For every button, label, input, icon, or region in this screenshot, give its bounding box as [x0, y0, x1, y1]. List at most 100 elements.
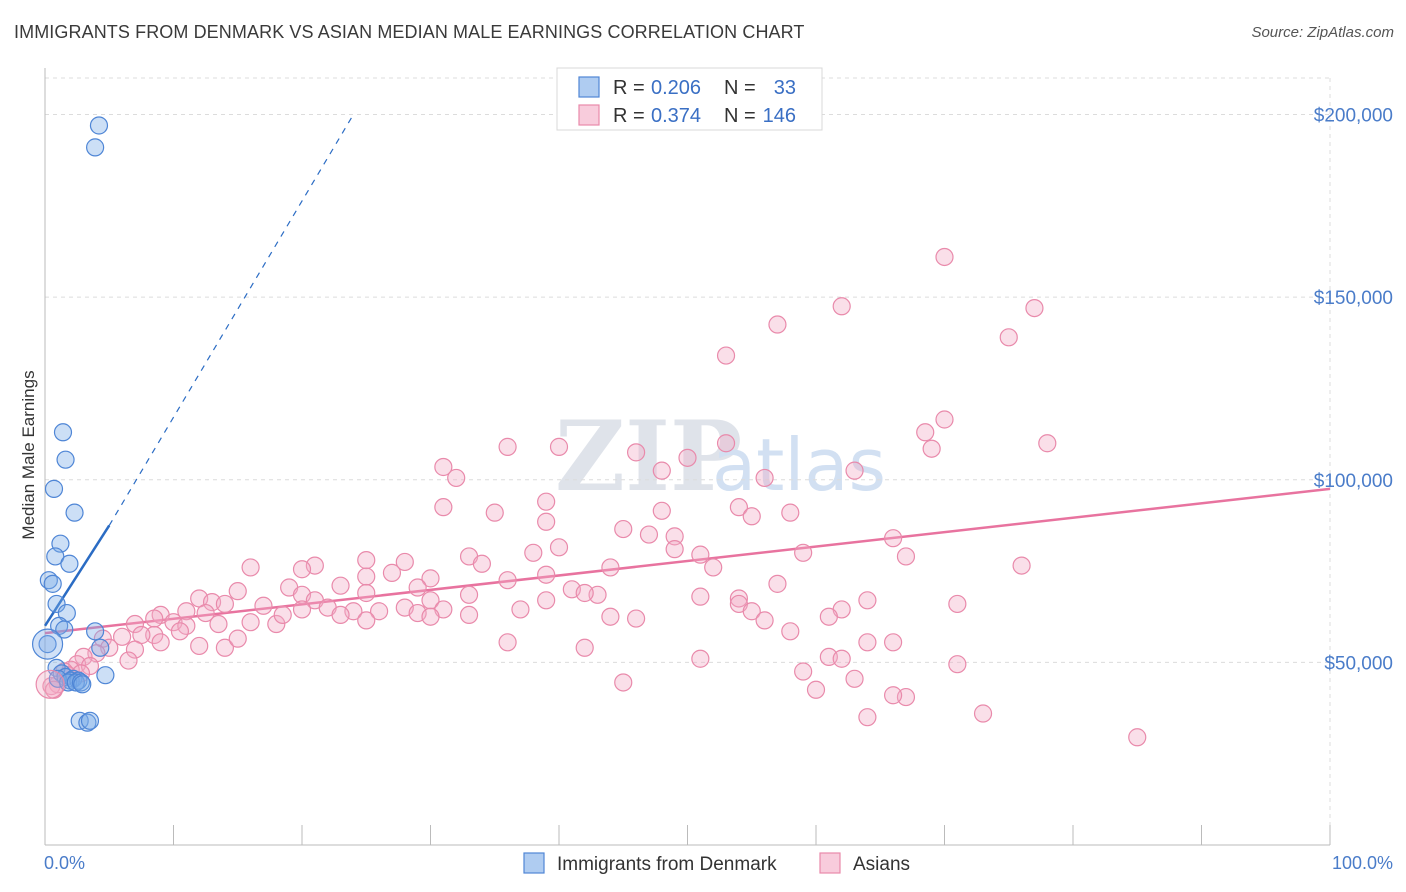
- asians-point: [125, 614, 145, 634]
- asians-point: [549, 538, 569, 557]
- asians-point: [537, 512, 556, 531]
- asians-point: [190, 636, 209, 656]
- asians-point: [883, 633, 903, 652]
- asians-point: [228, 582, 247, 601]
- asians-point: [819, 607, 838, 626]
- denmark-point: [73, 675, 92, 694]
- denmark-point: [53, 423, 73, 442]
- y-tick-label: $50,000: [1324, 653, 1393, 674]
- bottom-legend-label-1: Asians: [853, 854, 910, 875]
- denmark-point: [86, 622, 105, 641]
- denmark-point: [31, 628, 64, 660]
- asians-point: [973, 704, 993, 723]
- asians-point: [883, 686, 903, 705]
- asians-point: [241, 558, 260, 577]
- asians-point: [524, 543, 543, 562]
- asians-point: [768, 574, 787, 593]
- asians-point: [781, 503, 800, 522]
- asians-point: [35, 669, 65, 699]
- asians-point: [170, 622, 190, 641]
- bottom-legend: Immigrants from Denmark Asians: [523, 852, 910, 875]
- legend-swatch-1: [578, 104, 600, 126]
- asians-point: [151, 633, 170, 652]
- denmark-trend-extension: [108, 114, 354, 526]
- legend-r-value: 0.206: [651, 77, 701, 99]
- asians-point: [729, 589, 749, 608]
- asians-point: [357, 567, 376, 586]
- asians-point: [665, 540, 684, 559]
- asians-point: [755, 468, 774, 488]
- asians-point: [794, 543, 813, 562]
- asians-point: [729, 498, 749, 517]
- watermark: ZIP atlas: [555, 400, 886, 513]
- legend-box: [556, 67, 823, 131]
- asians-point: [999, 328, 1018, 347]
- axes: [44, 68, 1331, 846]
- asians-point: [832, 297, 851, 316]
- asians-point: [614, 673, 633, 692]
- asians-point: [434, 498, 453, 517]
- denmark-point: [86, 138, 105, 157]
- asians-point: [267, 614, 286, 634]
- asians-point: [691, 545, 710, 564]
- asians-point: [1012, 556, 1031, 575]
- asians-point: [537, 492, 556, 511]
- chart-title: IMMIGRANTS FROM DENMARK VS ASIAN MEDIAN …: [14, 22, 805, 42]
- source-credit: Source: ZipAtlas.com: [1251, 24, 1394, 41]
- x-tick-label-end: 100.0%: [1332, 853, 1393, 873]
- legend-r-label: R =: [613, 77, 645, 99]
- asians-point: [781, 622, 800, 641]
- asians-point: [215, 594, 234, 614]
- denmark-point: [38, 635, 57, 654]
- asians-point: [331, 576, 350, 595]
- asians-point: [626, 443, 646, 462]
- asians-point: [357, 583, 376, 603]
- asians-point: [832, 649, 851, 668]
- denmark-point: [91, 638, 110, 657]
- asians-point: [716, 346, 736, 365]
- denmark-point: [89, 116, 109, 135]
- asians-point: [639, 525, 659, 544]
- asians-point: [331, 605, 350, 625]
- asians-point: [742, 507, 761, 526]
- asians-point: [292, 600, 312, 619]
- asians-point: [447, 468, 466, 488]
- y-tick-labels: $50,000 $100,000 $150,000 $200,000: [1314, 106, 1393, 675]
- trend-lines: [43, 114, 1331, 635]
- asians-point: [228, 629, 247, 648]
- asians-point: [177, 602, 196, 621]
- asians-point: [794, 662, 813, 681]
- asians-point: [575, 638, 594, 657]
- data-points: [31, 116, 1147, 747]
- asians-trend-line: [44, 487, 1331, 635]
- denmark-point: [56, 450, 75, 469]
- asians-point: [395, 552, 414, 572]
- asians-point: [601, 607, 620, 626]
- y-tick-label: $100,000: [1314, 471, 1393, 492]
- asians-point: [922, 439, 941, 458]
- asians-point: [292, 560, 312, 579]
- legend-swatch-0: [578, 76, 600, 98]
- denmark-point: [60, 554, 79, 573]
- denmark-point: [43, 574, 62, 593]
- asians-point: [357, 551, 376, 570]
- asians-point: [434, 457, 453, 477]
- denmark-point: [47, 594, 66, 614]
- y-tick-label: $200,000: [1314, 106, 1393, 127]
- asians-point: [716, 434, 736, 453]
- asians-point: [1025, 299, 1044, 318]
- legend-n-label: N =: [724, 77, 756, 99]
- asians-point: [511, 600, 530, 619]
- y-tick-label: $150,000: [1314, 288, 1393, 309]
- denmark-point: [80, 711, 100, 730]
- asians-point: [459, 605, 479, 625]
- watermark-atlas: atlas: [712, 423, 886, 507]
- asians-point: [1038, 434, 1057, 453]
- asians-point: [549, 437, 569, 456]
- asians-point: [691, 649, 710, 668]
- asians-point: [948, 594, 967, 614]
- asians-point: [601, 558, 620, 577]
- denmark-point: [65, 503, 84, 522]
- denmark-point: [66, 673, 85, 692]
- y-axis-label: Median Male Earnings: [19, 370, 38, 539]
